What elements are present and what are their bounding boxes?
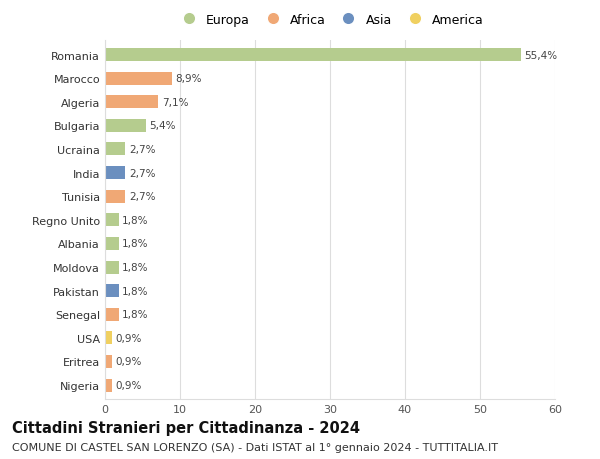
Text: COMUNE DI CASTEL SAN LORENZO (SA) - Dati ISTAT al 1° gennaio 2024 - TUTTITALIA.I: COMUNE DI CASTEL SAN LORENZO (SA) - Dati… [12, 442, 498, 452]
Text: 0,9%: 0,9% [115, 357, 142, 367]
Bar [105, 355, 112, 368]
Text: 2,7%: 2,7% [129, 192, 155, 202]
Text: 55,4%: 55,4% [524, 50, 557, 61]
Text: 8,9%: 8,9% [176, 74, 202, 84]
Bar [105, 190, 125, 203]
Text: 1,8%: 1,8% [122, 286, 149, 296]
Text: 2,7%: 2,7% [129, 168, 155, 178]
Bar [105, 167, 125, 179]
Text: 1,8%: 1,8% [122, 309, 149, 319]
Text: 0,9%: 0,9% [115, 333, 142, 343]
Bar [105, 143, 125, 156]
Text: 1,8%: 1,8% [122, 239, 149, 249]
Bar [105, 285, 119, 297]
Text: 1,8%: 1,8% [122, 215, 149, 225]
Bar [105, 331, 112, 345]
Bar [105, 237, 119, 250]
Bar [105, 214, 119, 227]
Bar [105, 261, 119, 274]
Legend: Europa, Africa, Asia, America: Europa, Africa, Asia, America [171, 9, 489, 32]
Bar [105, 73, 172, 85]
Text: 0,9%: 0,9% [115, 380, 142, 390]
Bar [105, 96, 158, 109]
Bar [105, 308, 119, 321]
Text: 7,1%: 7,1% [162, 98, 188, 107]
Text: 2,7%: 2,7% [129, 145, 155, 155]
Text: Cittadini Stranieri per Cittadinanza - 2024: Cittadini Stranieri per Cittadinanza - 2… [12, 420, 360, 435]
Text: 1,8%: 1,8% [122, 263, 149, 273]
Bar [105, 120, 146, 133]
Bar [105, 379, 112, 392]
Bar [105, 49, 521, 62]
Text: 5,4%: 5,4% [149, 121, 176, 131]
